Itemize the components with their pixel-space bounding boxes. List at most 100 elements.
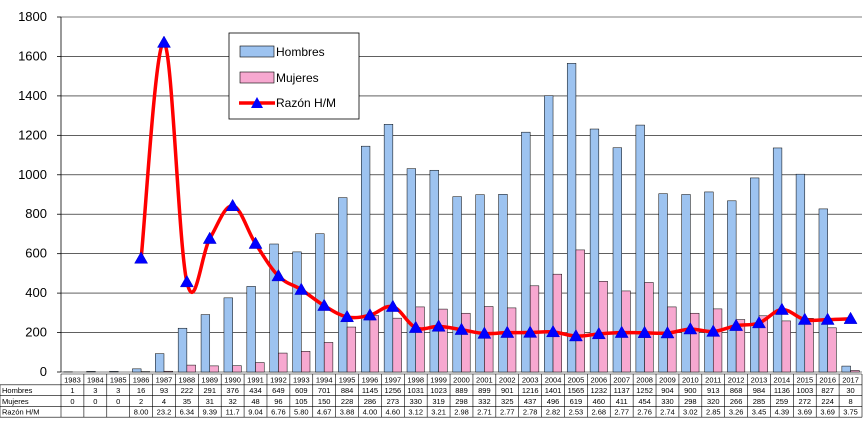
table-cell: 3.69	[797, 408, 812, 417]
ratio-marker	[179, 274, 194, 288]
bar-mujeres	[301, 351, 311, 373]
bar-mujeres	[712, 308, 723, 373]
table-cell: 150	[318, 397, 331, 406]
legend-label-mujeres: Mujeres	[276, 71, 319, 85]
table-cell: 2.82	[546, 408, 561, 417]
x-tick-label: 2011	[705, 375, 721, 384]
bar-mujeres	[186, 364, 196, 373]
legend: Hombres Mujeres Razón H/M	[228, 32, 360, 120]
x-tick-label: 1991	[247, 375, 264, 384]
table-cell: 5.80	[294, 408, 309, 417]
bar-hombres	[612, 147, 622, 373]
table-cell: 266	[730, 397, 743, 406]
x-tick-label: 2004	[545, 375, 562, 384]
bar-hombres	[658, 193, 668, 373]
bar-mujeres	[461, 312, 471, 373]
table-cell: 2.78	[523, 408, 538, 417]
table-cell: 96	[274, 397, 282, 406]
ratio-marker	[546, 324, 560, 338]
x-tick-label: 2005	[568, 375, 585, 384]
ratio-marker	[500, 325, 515, 338]
table-cell: 649	[272, 386, 285, 395]
ratio-marker	[591, 326, 606, 340]
bar-hombres	[566, 63, 577, 373]
x-tick-label: 1995	[339, 375, 356, 384]
table-cell: 8.00	[134, 408, 149, 417]
ratio-marker	[340, 309, 355, 323]
table-row-label: Razón H/M	[2, 408, 40, 417]
x-tick-label: 1985	[110, 375, 127, 384]
x-tick-label: 1988	[179, 375, 196, 384]
table-cell: 6.34	[180, 408, 195, 417]
table-cell: 2.76	[637, 408, 652, 417]
table-cell: 901	[501, 386, 514, 395]
table-cell: 3	[93, 386, 97, 395]
bar-hombres	[200, 314, 211, 373]
table-cell: 4	[162, 397, 166, 406]
y-tick-label: 0	[40, 364, 47, 379]
table-row-label: Mujeres	[2, 397, 29, 406]
table-cell: 228	[341, 397, 354, 406]
legend-label-hombres: Hombres	[276, 45, 325, 59]
x-tick-label: 2012	[728, 375, 745, 384]
x-tick-label: 2000	[453, 375, 470, 384]
table-cell: 23.2	[157, 408, 172, 417]
bar-hombres	[452, 196, 462, 373]
x-tick-label: 1987	[156, 375, 173, 384]
bar-hombres	[338, 197, 348, 373]
table-cell: 319	[432, 397, 445, 406]
bar-hombres	[383, 124, 394, 373]
x-tick-label: 1983	[64, 375, 81, 384]
table-cell: 332	[478, 397, 491, 406]
table-cell: 609	[295, 386, 308, 395]
table-cell: 6.76	[271, 408, 286, 417]
bar-hombres	[292, 251, 302, 373]
bar-mujeres	[598, 281, 608, 373]
table-cell: 272	[799, 397, 812, 406]
x-tick-label: 2016	[819, 375, 836, 384]
x-tick-label: 2013	[751, 375, 768, 384]
x-tick-label: 2002	[499, 375, 516, 384]
table-cell: 1252	[636, 386, 653, 395]
ratio-marker	[820, 312, 835, 325]
bar-mujeres	[690, 312, 700, 373]
bar-mujeres	[804, 318, 814, 373]
x-tick-label: 1999	[430, 375, 447, 384]
table-cell: 330	[661, 397, 674, 406]
table-cell: 105	[295, 397, 308, 406]
table-cell: 8	[848, 397, 852, 406]
table-cell: 330	[409, 397, 422, 406]
x-tick-label: 2015	[796, 375, 813, 384]
ratio-marker	[294, 282, 309, 295]
table-cell: 376	[226, 386, 239, 395]
x-tick-label: 2010	[682, 375, 699, 384]
table-cell: 3.45	[752, 408, 767, 417]
bar-hombres	[544, 95, 554, 373]
ratio-marker	[202, 231, 217, 244]
table-cell: 434	[249, 386, 262, 395]
bar-mujeres	[507, 307, 517, 373]
table-cell: 9.04	[248, 408, 263, 417]
table-cell: 3.12	[408, 408, 423, 417]
table-cell: 1145	[362, 386, 378, 395]
table-cell: 1003	[796, 386, 813, 395]
table-cell: 222	[181, 386, 194, 395]
ratio-marker	[843, 311, 858, 324]
data-table: 1983 1984 1985 1986 1987 1988 1989 1990 1991 1992…	[0, 373, 863, 418]
table-cell: 2.77	[500, 408, 515, 417]
ratio-marker	[774, 302, 789, 315]
table-cell: 899	[478, 386, 491, 395]
ratio-marker	[752, 316, 766, 329]
table-cell: 259	[776, 397, 789, 406]
ratio-marker	[271, 269, 286, 282]
table-cell: 411	[616, 397, 628, 406]
table-cell: 273	[387, 397, 400, 406]
table-cell: 1023	[430, 386, 447, 395]
bar-mujeres	[735, 319, 746, 373]
ratio-marker	[385, 299, 400, 312]
y-axis: 0 200 400 600 800 1000 1200 1400 1600 1800	[18, 9, 62, 379]
bar-hombres	[521, 131, 531, 373]
table-cell: 868	[730, 386, 743, 395]
y-tick-label: 800	[25, 206, 47, 221]
